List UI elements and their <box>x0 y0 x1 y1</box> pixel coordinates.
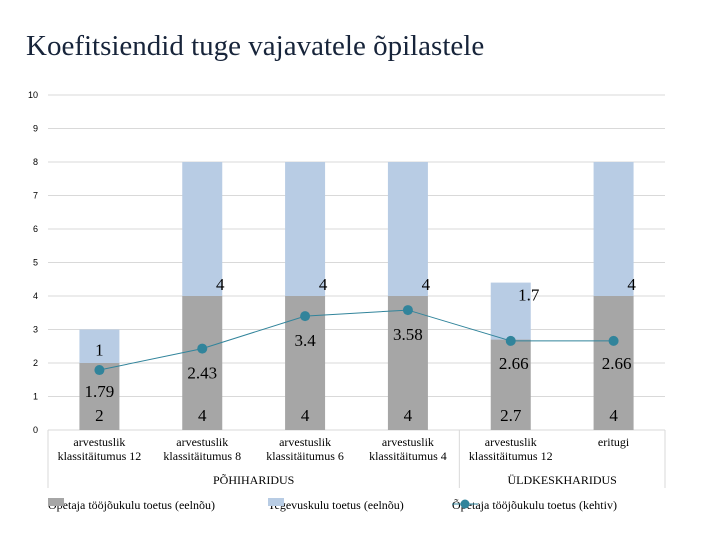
legend-label-teacher-current: Õpetaja tööjõukulu toetus (kehtiv) <box>452 498 617 512</box>
x-tick-label: arvestuslik klassitäitumus 12 <box>469 435 553 463</box>
point-teacher-current <box>402 305 413 316</box>
data-label-teacher-current: 3.4 <box>294 331 316 350</box>
bar-teacher-draft <box>387 296 428 430</box>
data-label-operating-draft: 1 <box>95 341 104 360</box>
legend-item-teacher-current: Õpetaja tööjõukulu toetus (kehtiv) <box>452 498 617 513</box>
data-label-operating-draft: 1.7 <box>518 286 540 305</box>
point-teacher-current <box>608 335 619 346</box>
point-teacher-current <box>197 343 208 354</box>
y-tick-label: 3 <box>33 325 38 335</box>
y-tick-label: 9 <box>33 124 38 134</box>
data-label-operating-draft: 4 <box>319 275 328 294</box>
bar-operating-draft <box>387 162 428 296</box>
bar-operating-draft <box>593 162 634 296</box>
legend-swatch-teacher-current <box>452 499 478 509</box>
y-tick-label: 6 <box>33 224 38 234</box>
legend-item-operating-draft: Tegevuskulu toetus (eelnõu) <box>268 498 404 513</box>
bar-operating-draft <box>490 282 531 340</box>
legend-label-operating-draft: Tegevuskulu toetus (eelnõu) <box>268 498 404 512</box>
data-label-operating-draft: 4 <box>627 275 636 294</box>
data-label-teacher-current: 2.66 <box>602 354 632 373</box>
legend-swatch-operating-draft <box>268 498 284 506</box>
group-label: PÕHIHARIDUS <box>213 473 294 487</box>
data-label-teacher-draft: 2 <box>95 406 104 425</box>
data-label-operating-draft: 4 <box>216 275 225 294</box>
data-label-teacher-current: 3.58 <box>393 325 423 344</box>
legend-item-teacher-draft: Õpetaja tööjõukulu toetus (eelnõu) <box>48 498 215 513</box>
chart-canvas: 0 1 2 3 4 5 6 7 8 9 10 2 1 1.79 4 4 2.43 4 4 3.4 4 4 3.58 2.7 1.… <box>28 90 666 488</box>
y-tick-label: 1 <box>33 392 38 402</box>
y-tick-label: 8 <box>33 157 38 167</box>
y-tick-label: 7 <box>33 191 38 201</box>
bar-operating-draft <box>182 162 223 296</box>
bar-operating-draft <box>285 162 326 296</box>
data-label-teacher-draft: 2.7 <box>500 406 522 425</box>
legend-swatch-teacher-draft <box>48 498 64 506</box>
bar-teacher-draft <box>490 339 531 430</box>
data-label-teacher-draft: 4 <box>404 406 413 425</box>
y-tick-label: 4 <box>33 291 38 301</box>
legend-label-teacher-draft: Õpetaja tööjõukulu toetus (eelnõu) <box>48 498 215 512</box>
x-tick-label: arvestuslik klassitäitumus 4 <box>369 435 447 463</box>
x-tick-label: eritugi <box>598 435 630 449</box>
point-teacher-current <box>300 311 311 322</box>
point-teacher-current <box>505 335 516 346</box>
data-label-teacher-draft: 4 <box>198 406 207 425</box>
y-tick-label: 5 <box>33 258 38 268</box>
group-label: ÜLDKESKHARIDUS <box>507 473 616 487</box>
bar-teacher-draft <box>593 296 634 430</box>
chart-legend: Õpetaja tööjõukulu toetus (eelnõu) Tegev… <box>0 498 709 518</box>
data-label-teacher-current: 2.43 <box>187 364 217 383</box>
data-label-teacher-current: 1.79 <box>85 382 115 401</box>
y-tick-label: 10 <box>28 90 38 100</box>
x-tick-label: arvestuslik klassitäitumus 12 <box>58 435 142 463</box>
y-tick-label: 2 <box>33 358 38 368</box>
point-teacher-current <box>94 365 105 376</box>
data-label-teacher-draft: 4 <box>301 406 310 425</box>
bar-operating-draft <box>79 329 120 363</box>
data-label-teacher-current: 2.66 <box>499 354 529 373</box>
x-tick-label: arvestuslik klassitäitumus 6 <box>266 435 344 463</box>
y-tick-label: 0 <box>33 425 38 435</box>
data-label-teacher-draft: 4 <box>609 406 618 425</box>
data-label-operating-draft: 4 <box>422 275 431 294</box>
x-tick-label: arvestuslik klassitäitumus 8 <box>163 435 241 463</box>
bar-teacher-draft <box>182 296 223 430</box>
chart-title: Koefitsiendid tuge vajavatele õpilastele <box>26 30 485 62</box>
line-teacher-current <box>99 309 614 371</box>
